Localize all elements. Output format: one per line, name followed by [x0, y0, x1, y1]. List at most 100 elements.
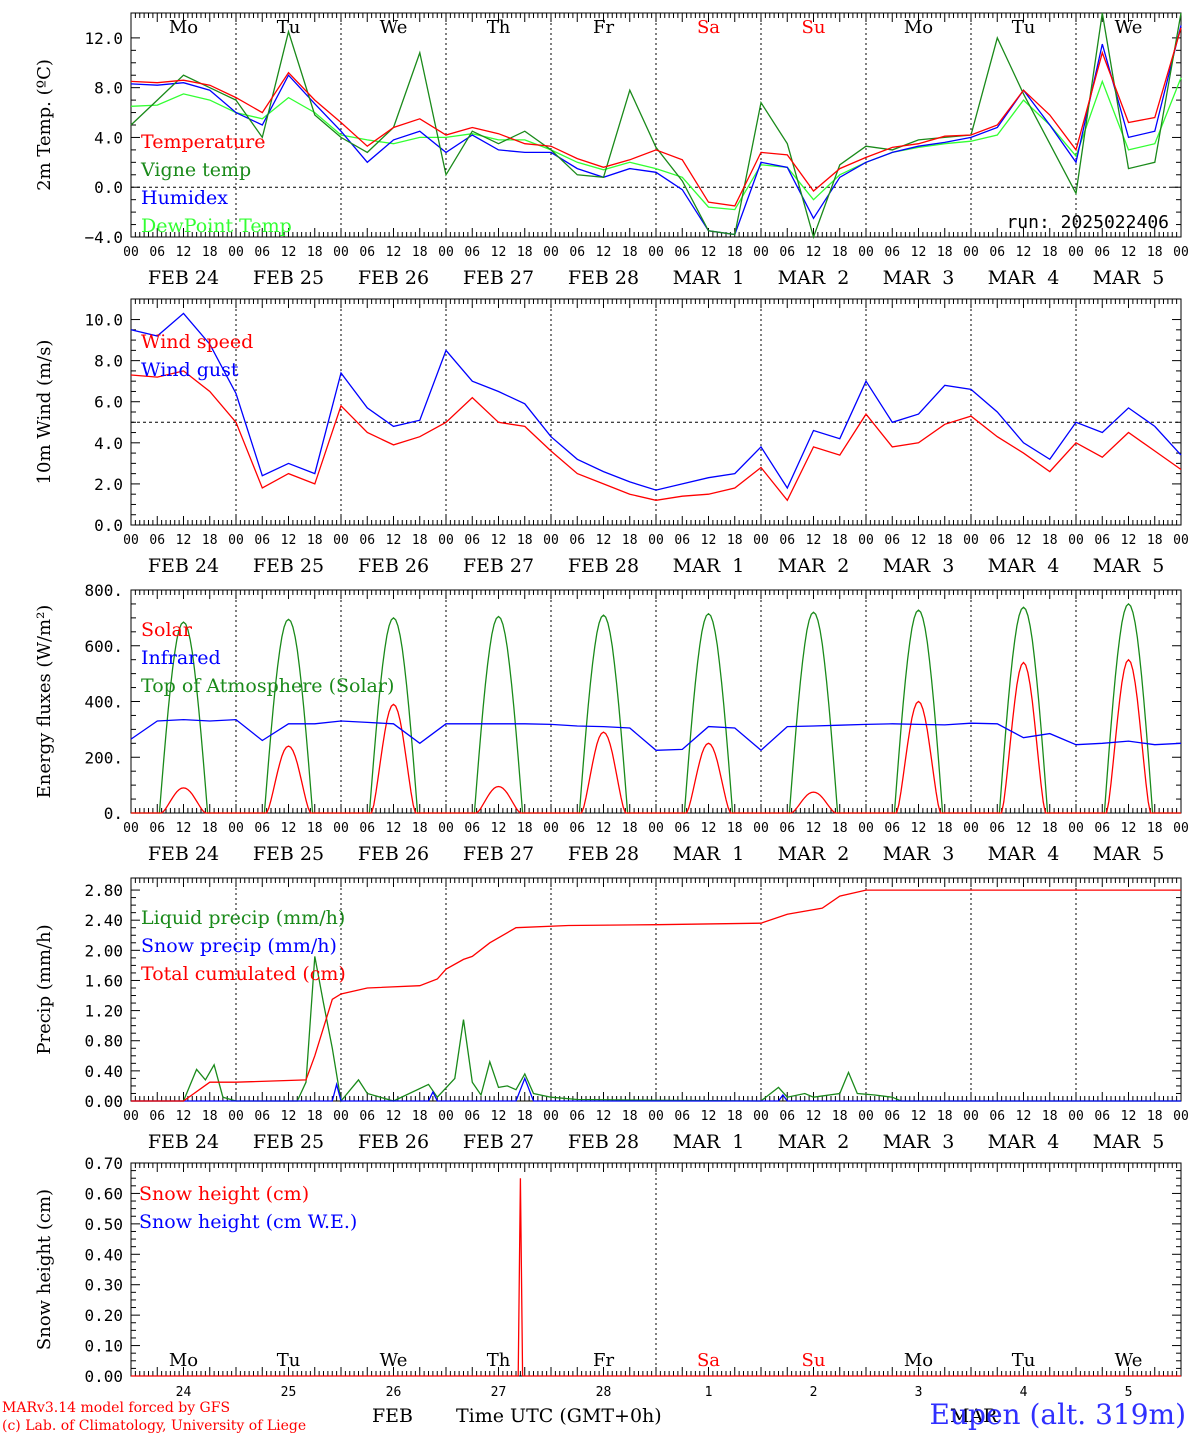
hour-tick-label: 18: [517, 1109, 533, 1124]
hour-tick-label: 06: [779, 821, 795, 836]
hour-tick-label: 00: [1068, 533, 1084, 548]
legend-infrared: Infrared: [141, 647, 221, 669]
date-label: FEB 28: [568, 267, 639, 289]
date-label: MAR 1: [673, 843, 745, 865]
hour-tick-label: 00: [648, 245, 664, 260]
hour-tick-label: 06: [884, 821, 900, 836]
date-label: FEB 24: [148, 555, 219, 577]
y-tick-label: 0.80: [84, 1032, 123, 1051]
hour-tick-label: 12: [596, 1109, 612, 1124]
hour-tick-label: 18: [202, 821, 218, 836]
hour-tick-label: 18: [1147, 821, 1163, 836]
weekday-label: Th: [487, 1350, 511, 1371]
hour-tick-label: 18: [307, 821, 323, 836]
hour-tick-label: 00: [858, 1109, 874, 1124]
hour-tick-label: 06: [1094, 245, 1110, 260]
hour-tick-label: 18: [937, 245, 953, 260]
hour-tick-label: 18: [1147, 1109, 1163, 1124]
weekday-label: Sa: [697, 1350, 720, 1371]
date-label: MAR 3: [883, 843, 955, 865]
hour-tick-label: 12: [176, 533, 192, 548]
y-axis-title: Snow height (cm): [34, 1189, 55, 1350]
y-tick-label: 1.20: [84, 1002, 123, 1021]
hour-tick-label: 06: [674, 245, 690, 260]
y-tick-label: 0.40: [84, 1245, 123, 1264]
hour-tick-label: 06: [989, 1109, 1005, 1124]
y-tick-label: 4.0: [94, 128, 123, 147]
hour-tick-label: 12: [386, 1109, 402, 1124]
hour-tick-label: 06: [674, 533, 690, 548]
date-label: FEB 25: [253, 843, 324, 865]
hour-tick-label: 18: [202, 533, 218, 548]
hour-tick-label: 06: [1094, 533, 1110, 548]
hour-tick-label: 00: [543, 245, 559, 260]
hour-tick-label: 12: [701, 533, 717, 548]
y-tick-label: 8.0: [94, 352, 123, 371]
weekday-label: Tu: [277, 17, 301, 38]
series-infrared: [130, 718, 1182, 752]
hour-tick-label: 12: [491, 533, 507, 548]
hour-tick-label: 00: [228, 821, 244, 836]
hour-tick-label: 12: [806, 533, 822, 548]
date-label: MAR 4: [988, 843, 1060, 865]
weekday-label: Fr: [593, 17, 614, 38]
hour-tick-label: 18: [832, 1109, 848, 1124]
hour-tick-label: 12: [491, 245, 507, 260]
hour-tick-label: 12: [386, 821, 402, 836]
hour-tick-label: 12: [911, 533, 927, 548]
hour-tick-label: 00: [543, 533, 559, 548]
hour-tick-label: 12: [176, 821, 192, 836]
hour-tick-label: 18: [1042, 1109, 1058, 1124]
hour-tick-label: 18: [412, 245, 428, 260]
date-label: FEB 24: [148, 1131, 219, 1153]
legend-solar: Solar: [141, 619, 193, 641]
legend-snow-height-cm-w-e-: Snow height (cm W.E.): [139, 1211, 357, 1233]
date-label: MAR 2: [778, 1131, 850, 1153]
day-number-label: 25: [281, 1385, 297, 1400]
hour-tick-label: 00: [753, 1109, 769, 1124]
hour-tick-label: 00: [438, 821, 454, 836]
weekday-label: Tu: [1012, 1350, 1036, 1371]
hour-tick-label: 12: [911, 245, 927, 260]
date-label: FEB 27: [463, 843, 534, 865]
date-label: FEB 28: [568, 843, 639, 865]
hour-tick-label: 12: [491, 1109, 507, 1124]
y-tick-label: 0.00: [84, 1092, 123, 1111]
weekday-label: Mo: [169, 1350, 198, 1371]
hour-tick-label: 06: [464, 245, 480, 260]
hour-tick-label: 12: [596, 245, 612, 260]
y-tick-label: 12.0: [84, 29, 123, 48]
hour-tick-label: 06: [254, 245, 270, 260]
date-label: FEB 28: [568, 1131, 639, 1153]
hour-tick-label: 12: [1016, 533, 1032, 548]
y-tick-label: 8.0: [94, 79, 123, 98]
weekday-label: Mo: [904, 17, 933, 38]
date-label: FEB 26: [358, 267, 429, 289]
weekday-label: Fr: [593, 1350, 614, 1371]
legend-snow-precip-mm-h-: Snow precip (mm/h): [141, 935, 337, 957]
hour-tick-label: 12: [1121, 533, 1137, 548]
hour-tick-label: 06: [779, 1109, 795, 1124]
hour-tick-label: 06: [779, 245, 795, 260]
hour-tick-label: 06: [779, 533, 795, 548]
hour-tick-label: 06: [569, 245, 585, 260]
hour-tick-label: 18: [622, 821, 638, 836]
y-tick-label: 2.40: [84, 911, 123, 930]
credit-lab: (c) Lab. of Climatology, University of L…: [2, 1418, 307, 1434]
hour-tick-label: 12: [1121, 245, 1137, 260]
hour-tick-label: 00: [858, 245, 874, 260]
y-tick-label: 0.40: [84, 1062, 123, 1081]
date-label: MAR 3: [883, 267, 955, 289]
hour-tick-label: 06: [1094, 1109, 1110, 1124]
y-tick-label: 2.0: [94, 475, 123, 494]
hour-tick-label: 06: [464, 1109, 480, 1124]
hour-tick-label: 00: [228, 1109, 244, 1124]
hour-tick-label: 00: [1173, 245, 1189, 260]
hour-tick-label: 18: [727, 1109, 743, 1124]
y-tick-label: 400.: [84, 693, 123, 712]
y-tick-label: 6.0: [94, 393, 123, 412]
day-number-label: 2: [810, 1385, 818, 1400]
hour-tick-label: 00: [858, 821, 874, 836]
hour-tick-label: 00: [228, 533, 244, 548]
